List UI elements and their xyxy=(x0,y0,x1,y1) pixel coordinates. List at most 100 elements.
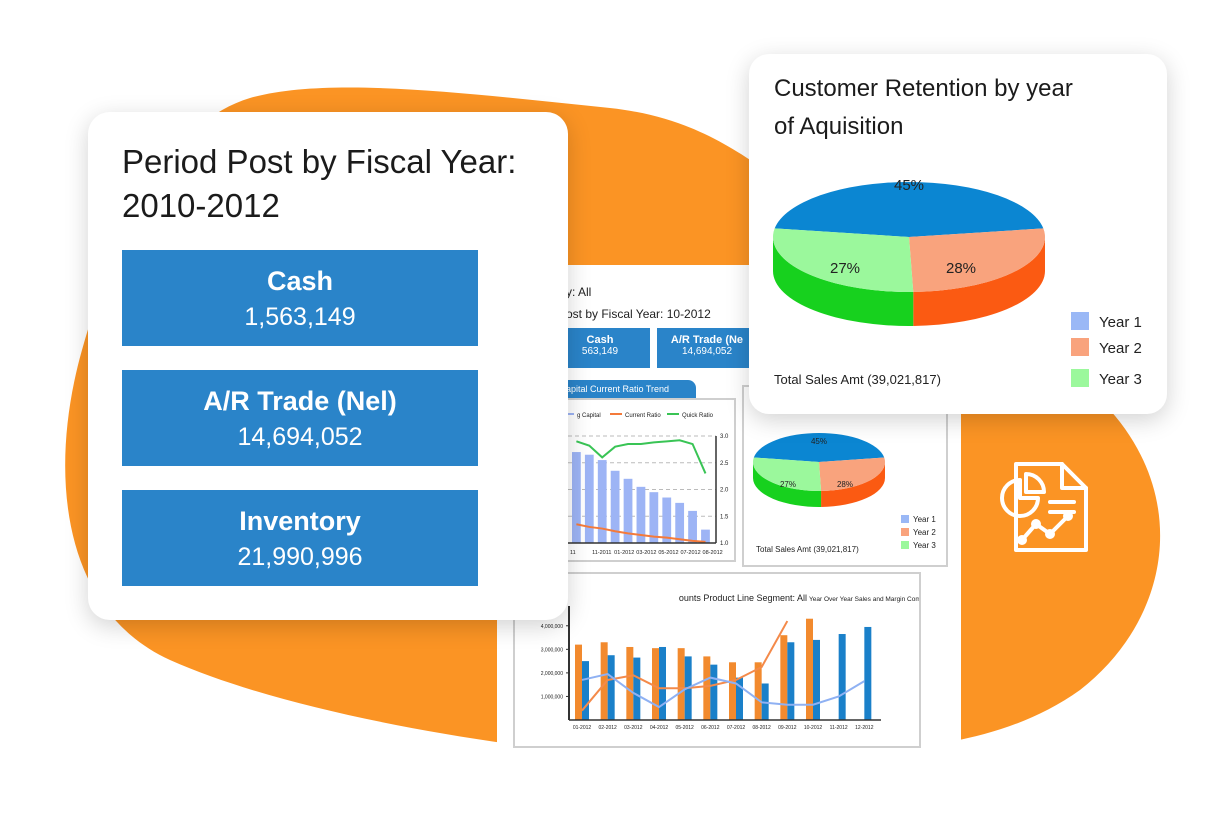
pie-slice xyxy=(909,228,1045,292)
yoy-panel: ounts Product Line Segment: All Year Over… xyxy=(513,572,943,748)
bar xyxy=(838,634,846,720)
tick-label: 02-2012 xyxy=(598,725,617,731)
trend-tab-label: apital Current Ratio Trend xyxy=(566,384,670,394)
bar xyxy=(754,662,762,720)
legend-label: Year 2 xyxy=(1099,340,1142,357)
legend-label: Year 3 xyxy=(913,541,936,550)
tick-label: 1.0 xyxy=(720,541,729,547)
bar xyxy=(572,452,581,543)
tick-label: 07-2012 xyxy=(727,725,746,731)
pie-data-label: 45% xyxy=(811,437,827,446)
pie-data-label: 28% xyxy=(837,480,853,489)
bar xyxy=(675,502,685,543)
tick-label: 4,000,000 xyxy=(541,624,563,630)
tick-label: 10-2012 xyxy=(804,725,823,731)
tick-label: 01-2012 xyxy=(573,725,592,731)
ratio-trend-panel: g Capital Current Ratio Quick Ratio 1.0 1.5 2… xyxy=(558,398,736,562)
period-post-card: Period Post by Fiscal Year: 2010-2012 Ca… xyxy=(88,112,568,620)
legend-label: Year 1 xyxy=(913,515,936,524)
dashboard-filter: y: All xyxy=(566,285,592,299)
bar xyxy=(688,510,697,543)
retention-pie-chart: 45% 27% 28% xyxy=(773,177,1045,326)
pie-side xyxy=(773,237,914,326)
tick-label: 07-2012 xyxy=(680,550,700,556)
tick-label: 08-2012 xyxy=(752,725,771,731)
pie-data-label: 27% xyxy=(830,260,860,277)
kpi-value: 14,694,052 xyxy=(237,423,363,451)
yoy-title: Year Over Year Sales and Margin Comparis… xyxy=(809,596,919,603)
tick-label: 05-2012 xyxy=(675,725,694,731)
bar xyxy=(710,664,718,720)
tick-label: 2,000,000 xyxy=(541,671,563,677)
tick-label: 12-2012 xyxy=(855,725,874,731)
dashboard-subtitle: ost by Fiscal Year: 10-2012 xyxy=(566,307,711,321)
bar xyxy=(597,460,607,543)
tick-label: 11 xyxy=(570,550,576,556)
tick-label: 01-2012 xyxy=(614,550,634,556)
series-line xyxy=(581,672,865,709)
bar xyxy=(584,454,594,543)
kpi-inventory: Inventory 21,990,996 xyxy=(122,490,478,586)
ratio-trend-chart: g Capital Current Ratio Quick Ratio 1.0 1.5 2… xyxy=(562,413,729,556)
bar xyxy=(736,677,743,720)
kpi-cash: Cash 1,563,149 xyxy=(122,250,478,346)
bar xyxy=(652,648,659,720)
tick-label: 05-2012 xyxy=(658,550,678,556)
pie-side xyxy=(821,462,885,507)
yoy-sales-chart: ounts Product Line Segment: All Year Over… xyxy=(541,593,943,731)
pie-side xyxy=(913,237,1045,326)
mini-kpi-value: 563,149 xyxy=(581,346,619,357)
pie-slice xyxy=(774,181,1044,237)
bar xyxy=(703,656,711,720)
pie-slice xyxy=(753,433,885,462)
retention-total: Total Sales Amt (39,021,817) xyxy=(774,372,941,387)
bar xyxy=(623,478,633,543)
legend-label: Year 3 xyxy=(1099,371,1142,388)
pie-data-label: 28% xyxy=(946,260,976,277)
bar xyxy=(610,470,620,543)
tick-label: 03-2012 xyxy=(624,725,643,731)
bar xyxy=(813,639,820,720)
pie-slice xyxy=(773,228,914,292)
customer-retention-card: Customer Retention by year of Aquisition… xyxy=(749,54,1167,414)
mini-kpi-label: A/R Trade (Ne xyxy=(670,334,744,346)
pie-slice xyxy=(753,457,822,491)
kpi-ar-trade: A/R Trade (Nel) 14,694,052 xyxy=(122,370,478,466)
mini-kpi-label: Cash xyxy=(586,334,614,346)
legend-label: Year 1 xyxy=(1099,314,1142,331)
tick-label: 08-2012 xyxy=(703,550,723,556)
bar xyxy=(806,618,813,720)
bar xyxy=(636,486,646,543)
kpi-label: Inventory xyxy=(239,506,361,536)
pie-data-label: 27% xyxy=(780,480,796,489)
trend-tab[interactable]: apital Current Ratio Trend xyxy=(560,380,696,400)
tick-label: 04-2012 xyxy=(650,725,669,731)
tick-label: 2.5 xyxy=(720,461,729,467)
mini-total: Total Sales Amt (39,021,817) xyxy=(756,545,859,554)
pie-slice xyxy=(819,457,885,491)
legend-item: Year 3 xyxy=(1071,369,1142,388)
kpi-value: 21,990,996 xyxy=(237,543,363,571)
bar xyxy=(582,661,589,720)
bar xyxy=(662,497,672,543)
series-line xyxy=(576,439,707,474)
tick-label: 11-2011 xyxy=(592,550,611,556)
legend-swatch xyxy=(1071,312,1089,330)
legend-swatch xyxy=(901,528,909,536)
tick-label: 2.0 xyxy=(720,488,729,494)
legend-label: Current Ratio xyxy=(625,413,661,419)
bar xyxy=(626,646,634,720)
mini-kpi-ar-trade: A/R Trade (Ne 14,694,052 xyxy=(657,328,757,368)
bar xyxy=(659,646,666,720)
tick-label: 3.0 xyxy=(720,434,729,440)
legend-swatch xyxy=(1071,369,1089,387)
kpi-label: Cash xyxy=(266,266,334,296)
tick-label: 1.5 xyxy=(720,514,729,520)
series-line xyxy=(581,620,789,712)
retention-card-title: Customer Retention by year of Aquisition xyxy=(774,75,1073,140)
legend-label: Year 2 xyxy=(913,528,936,537)
bar xyxy=(677,648,685,720)
bar xyxy=(701,529,710,543)
pie-data-label: 45% xyxy=(894,177,924,194)
bar xyxy=(780,635,788,720)
